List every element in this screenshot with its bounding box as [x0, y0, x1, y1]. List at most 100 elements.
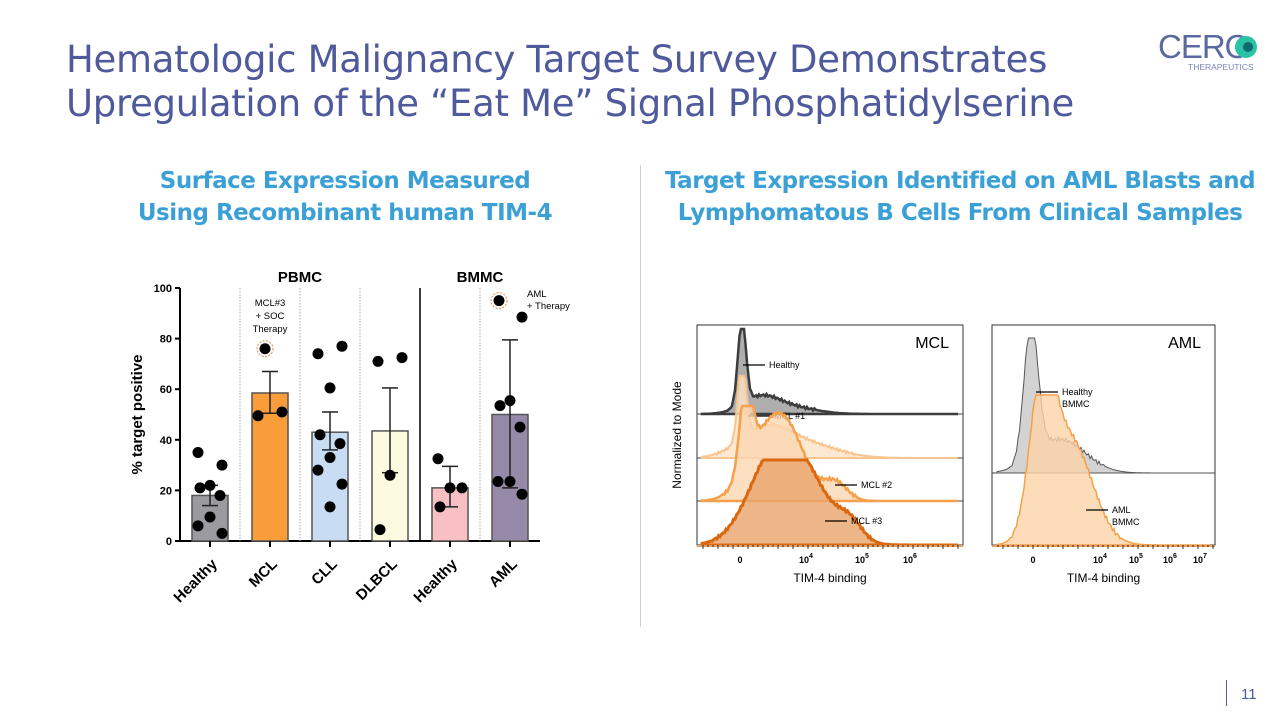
panel-title: MCL	[915, 335, 949, 352]
x-axis-label: TIM-4 binding	[793, 571, 866, 585]
x-tick-label: 105	[855, 553, 869, 565]
data-point	[252, 410, 264, 422]
data-point	[204, 479, 216, 491]
annotation-text: Therapy	[253, 324, 288, 335]
logo-subtext: THERAPEUTICS	[1188, 62, 1254, 72]
highlight-ring	[490, 292, 508, 310]
data-point	[504, 395, 516, 407]
tick-exponent: 6	[913, 553, 917, 560]
page-number: 11	[1241, 686, 1257, 703]
data-point	[516, 311, 528, 323]
tick-exponent: 5	[865, 553, 869, 560]
x-tick-label: AML	[486, 556, 521, 591]
y-tick-label: 80	[160, 334, 172, 346]
data-point	[514, 421, 526, 433]
left-subtitle-line2: Using Recombinant human TIM-4	[137, 200, 553, 226]
tick-exponent: 4	[1103, 553, 1107, 560]
histogram-label: MCL #2	[861, 480, 892, 490]
y-tick-label: 20	[160, 485, 172, 497]
data-point	[492, 476, 504, 488]
right-subtitle-line2: Lymphomatous B Cells From Clinical Sampl…	[677, 200, 1243, 226]
data-point	[312, 464, 324, 476]
x-tick-label: MCL	[246, 556, 281, 591]
bar-chart: 0 20 40 60 80 100 % target positive PBMC BMMC Hea…	[129, 269, 570, 606]
x-tick-label: 104	[1093, 553, 1107, 565]
data-point	[192, 446, 204, 458]
histogram-label: AML	[1112, 505, 1131, 515]
data-point	[334, 438, 346, 450]
annotation-text: + Therapy	[527, 301, 570, 312]
tick-exponent: 6	[1173, 553, 1177, 560]
annotation-text: + SOC	[256, 311, 285, 322]
data-point	[372, 355, 384, 367]
tick-exponent: 4	[809, 553, 813, 560]
annotation-text: MCL#3	[255, 298, 286, 309]
tick-exponent: 7	[1203, 553, 1207, 560]
y-tick-label: 0	[166, 536, 172, 548]
data-point	[324, 382, 336, 394]
data-point	[384, 469, 396, 481]
right-subtitle-line1: Target Expression Identified on AML Blas…	[664, 168, 1256, 194]
panel-title: AML	[1168, 335, 1201, 352]
histogram-label: MCL #1	[774, 411, 805, 421]
y-tick-label: 100	[154, 283, 172, 295]
data-point	[314, 429, 326, 441]
slide-title-line2: Upregulation of the “Eat Me” Signal Phos…	[66, 82, 1074, 125]
histogram-label: BMMC	[1062, 399, 1090, 409]
highlight-ring	[256, 340, 274, 358]
data-point	[324, 452, 336, 464]
data-point	[192, 520, 204, 532]
data-point	[444, 482, 456, 494]
left-subtitle: Surface Expression Measured Using Recomb…	[130, 165, 560, 229]
data-point	[216, 527, 228, 539]
y-axis-label: Normalized to Mode	[670, 381, 684, 489]
x-tick-label: CLL	[308, 556, 341, 589]
cero-logo: CERO THERAPEUTICS	[1158, 28, 1257, 72]
data-point	[336, 478, 348, 490]
data-point	[494, 400, 506, 412]
y-tick-label: 60	[160, 384, 172, 396]
data-point	[259, 343, 271, 355]
x-tick-label: 105	[1129, 553, 1143, 565]
annotation-text: AML	[527, 289, 547, 300]
histogram-panels: Healthy MCL #1 MCL #2 MCL #3 0 104 105 106 TIM-4…	[670, 324, 1216, 585]
x-tick-label: Healthy	[410, 555, 461, 606]
x-tick-label: DLBCL	[353, 556, 401, 604]
data-point	[312, 348, 324, 360]
data-point	[214, 489, 226, 501]
x-tick-label: 107	[1193, 553, 1207, 565]
histogram-label: MCL #3	[851, 516, 882, 526]
histogram-label: Healthy	[1062, 387, 1093, 397]
x-tick-label: 0	[737, 555, 742, 565]
data-point	[434, 501, 446, 513]
data-point	[432, 453, 444, 465]
x-tick-label: 104	[799, 553, 813, 565]
tick-exponent: 5	[1139, 553, 1143, 560]
y-tick-label: 40	[160, 435, 172, 447]
data-point	[204, 511, 216, 523]
x-tick-label: 0	[1030, 555, 1035, 565]
histogram-label: Healthy	[769, 360, 800, 370]
histogram-healthy	[700, 327, 958, 416]
column-divider	[640, 165, 641, 627]
histogram-label: BMMC	[1112, 517, 1140, 527]
data-point	[493, 295, 505, 307]
slide-title: Hematologic Malignancy Target Survey Dem…	[66, 38, 1074, 126]
group-label: PBMC	[278, 269, 322, 286]
data-point	[324, 501, 336, 513]
data-point	[516, 488, 528, 500]
x-tick-label: 106	[1163, 553, 1177, 565]
data-point	[336, 340, 348, 352]
group-label: BMMC	[457, 269, 504, 286]
data-point	[374, 524, 386, 536]
page-number-divider	[1226, 680, 1227, 706]
data-point	[396, 352, 408, 364]
slide-title-line1: Hematologic Malignancy Target Survey Dem…	[66, 38, 1048, 81]
data-point	[216, 459, 228, 471]
x-tick-label: 106	[903, 553, 917, 565]
data-point	[276, 406, 288, 418]
logo-orb-core	[1243, 42, 1253, 52]
right-subtitle: Target Expression Identified on AML Blas…	[660, 165, 1260, 229]
data-point	[456, 482, 468, 494]
x-tick-label: Healthy	[170, 555, 221, 606]
